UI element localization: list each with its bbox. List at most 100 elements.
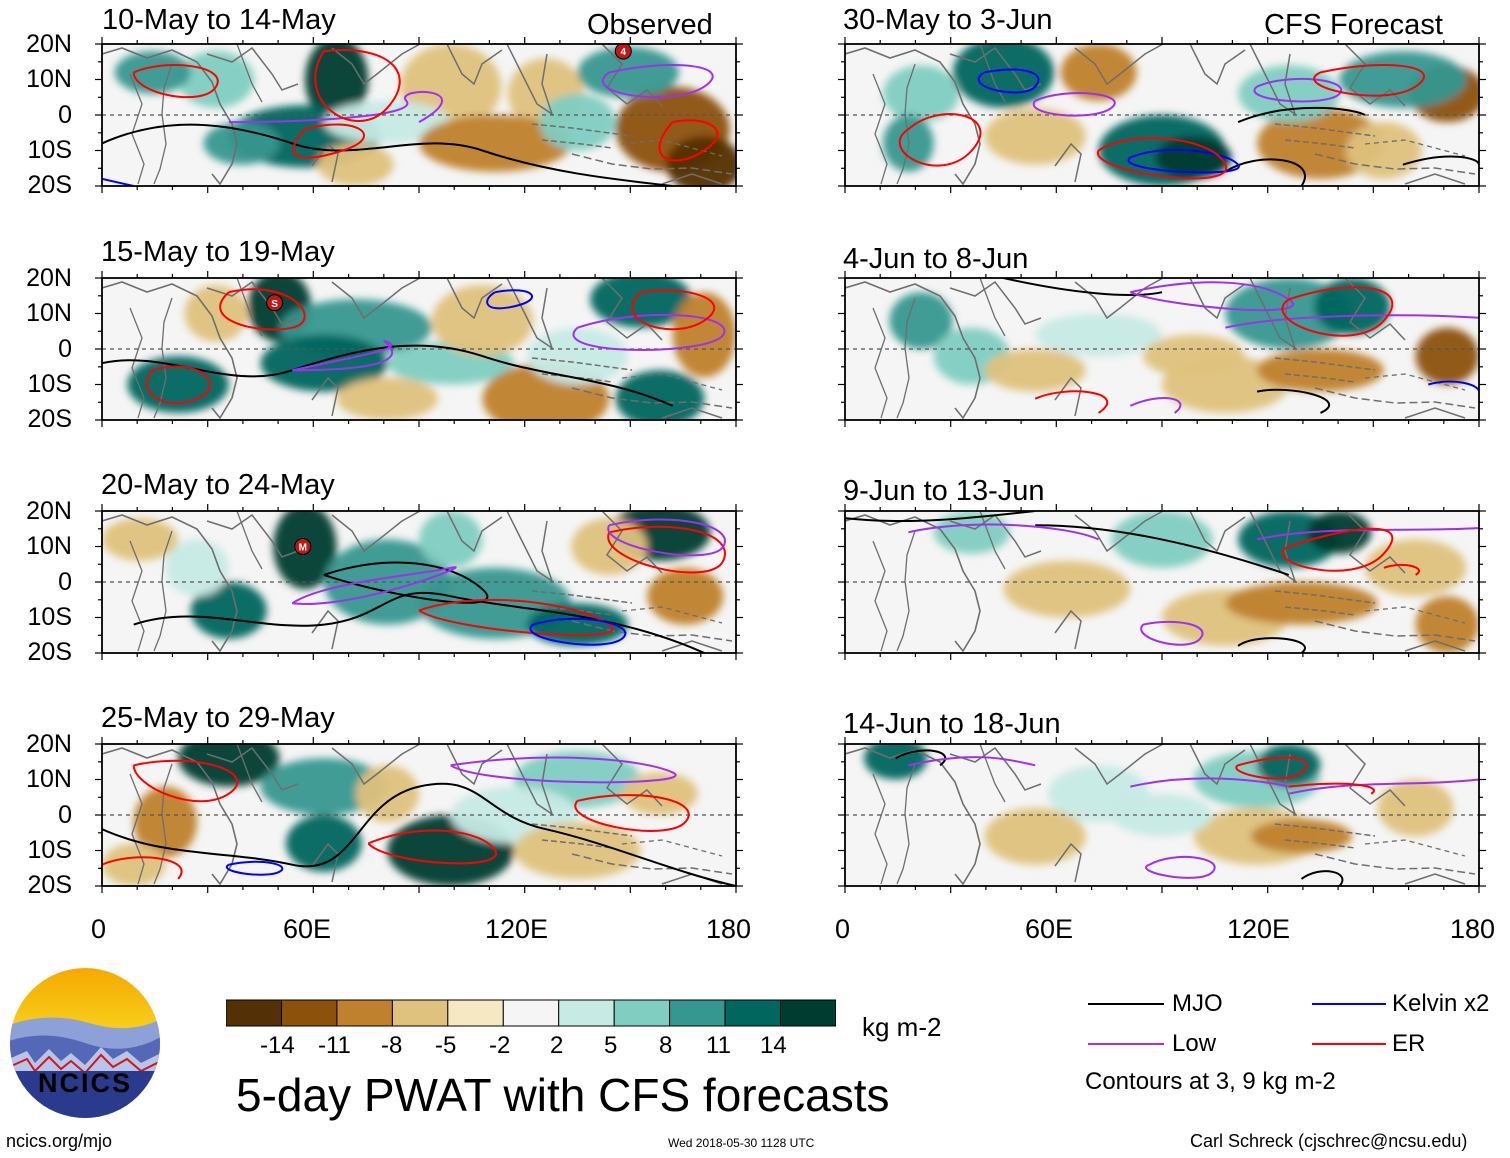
contour-mjo: [133, 591, 705, 653]
colorbar-box: [336, 999, 393, 1027]
lat-label: 0: [58, 335, 72, 363]
anomaly-region: [133, 786, 198, 858]
anomaly-region: [260, 758, 388, 815]
anomaly-region: [178, 51, 255, 108]
lat-label: 20S: [27, 638, 72, 666]
contour-er: [314, 49, 401, 122]
forecast-panel-2: [838, 271, 1486, 427]
contour-low: [908, 756, 1036, 767]
anomaly-region: [1111, 793, 1213, 837]
lat-label: 10N: [26, 299, 72, 327]
colorbar-tick: -2: [489, 1032, 511, 1059]
contour-er: [574, 794, 690, 832]
contour-low: [1129, 281, 1294, 312]
anomaly-region: [526, 327, 629, 385]
anomaly-region: [1345, 122, 1422, 179]
contour-low: [1225, 314, 1479, 329]
anomaly-region: [666, 136, 736, 186]
contour-er: [219, 288, 306, 331]
footer-timestamp: Wed 2018-05-30 1128 UTC: [668, 1136, 815, 1150]
contour-mjo: [1035, 524, 1290, 576]
lon-label: 120E: [485, 914, 549, 944]
colorbar-tick: 14: [760, 1032, 787, 1059]
legend-mjo: MJO: [1172, 990, 1223, 1017]
contour-er: [102, 856, 183, 880]
anomaly-region: [431, 285, 534, 357]
contour-low: [1145, 855, 1216, 879]
lat-label: 10N: [26, 765, 72, 793]
panel-title-obs-3: 20-May to 24-May: [101, 469, 335, 501]
anomaly-region: [1155, 136, 1232, 179]
panel-ticks: [838, 271, 1486, 427]
storm-marker: 4: [614, 44, 632, 60]
lon-label: 180: [1450, 914, 1496, 944]
legend-kelvin: Kelvin x2: [1392, 990, 1490, 1017]
contour-kelvin-x2: [486, 289, 534, 310]
forecast-panel-1: [838, 37, 1486, 193]
contour-low: [228, 90, 443, 124]
legend-er: ER: [1392, 1030, 1426, 1057]
observed-panel-3: M: [95, 504, 743, 660]
anomaly-region: [1415, 327, 1479, 385]
contour-er: [1034, 390, 1109, 414]
colorbar-tick: 2: [550, 1032, 564, 1059]
contour-er: [292, 123, 366, 159]
anomaly-region: [889, 292, 953, 349]
panel-title-obs-2: 15-May to 19-May: [101, 236, 335, 268]
logo-text: NCICS: [38, 1068, 132, 1098]
contour-er: [367, 829, 497, 865]
contour-mjo: [1237, 106, 1366, 124]
panel-title-fc-4: 14-Jun to 18-Jun: [843, 708, 1061, 740]
contour-er: [132, 759, 239, 803]
contour-er: [1383, 563, 1420, 576]
anomaly-region: [577, 46, 679, 98]
contour-kelvin-x2: [977, 68, 1040, 94]
contour-low: [572, 313, 726, 351]
contour-er: [1235, 756, 1309, 780]
contour-low: [1256, 527, 1479, 541]
contour-low: [291, 566, 457, 605]
panel-ticks: [838, 737, 1486, 893]
colorbar-box: [780, 999, 836, 1027]
chart-title: 5-day PWAT with CFS forecasts: [236, 1069, 890, 1121]
contour-kelvin-x2: [529, 617, 627, 646]
anomaly-region: [1225, 582, 1378, 625]
lat-label: 20S: [27, 405, 72, 433]
contour-er: [1281, 527, 1394, 572]
panel-ticks: [838, 37, 1486, 193]
panel-ticks: [838, 504, 1486, 660]
storm-marker-label: S: [271, 299, 278, 310]
contour-mjo: [1256, 388, 1331, 414]
anomaly-region: [114, 51, 191, 94]
storm-marker-label: 4: [621, 47, 627, 58]
contour-low: [1130, 777, 1290, 788]
anomaly-region: [672, 292, 736, 378]
anomaly-region: [615, 370, 705, 420]
anomaly-region: [984, 349, 1086, 392]
colorbar: [226, 999, 836, 1027]
lat-label: 10N: [26, 532, 72, 560]
observed-panel-2: S: [95, 271, 743, 427]
anomaly-region: [323, 539, 451, 625]
anomaly-region: [355, 765, 419, 823]
colorbar-box: [502, 999, 560, 1027]
anomaly-region: [1250, 819, 1353, 854]
footer-url[interactable]: ncics.org/mjo: [6, 1131, 113, 1151]
contour-er: [1281, 286, 1394, 337]
colorbar-box: [447, 999, 504, 1027]
panel-ticks: [95, 504, 743, 660]
anomaly-region: [419, 511, 483, 568]
footer-author: Carl Schreck (cjschrec@ncsu.edu): [1190, 1131, 1468, 1151]
contour-er: [146, 365, 211, 405]
lat-label: 10S: [27, 836, 72, 864]
lon-label: 180: [706, 914, 752, 944]
contour-mjo: [1402, 155, 1479, 166]
contour-low: [450, 756, 677, 784]
contour-er: [1097, 137, 1227, 180]
lon-label: 60E: [283, 914, 332, 944]
lon-label: 0: [835, 914, 851, 944]
anomaly-region: [1377, 779, 1454, 837]
contour-mjo: [323, 561, 489, 604]
colorbar-tick: 11: [706, 1032, 731, 1059]
anomaly-region: [1035, 313, 1162, 357]
